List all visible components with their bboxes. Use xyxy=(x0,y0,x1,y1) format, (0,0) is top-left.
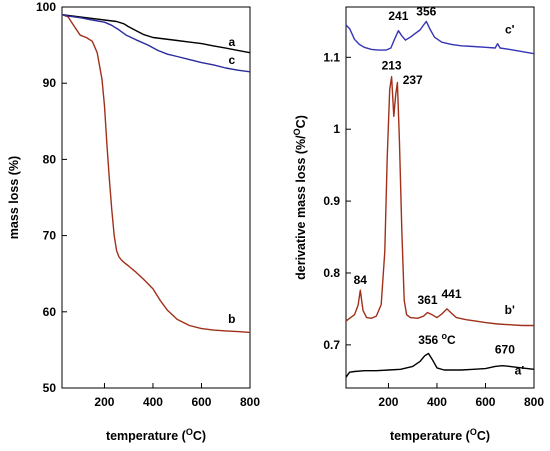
annotation-label: 670 xyxy=(495,342,515,356)
series-line-c xyxy=(61,13,251,73)
x-tick-label: 400 xyxy=(427,395,447,409)
series-line-b xyxy=(61,13,251,334)
annotation-label: c' xyxy=(505,23,515,37)
y-tick-label: 90 xyxy=(43,76,57,90)
x-axis-title: temperature (OC) xyxy=(390,427,490,443)
chart-panel-2: 200 400 600 800 0.7 0.8 0.9 1 1.1 temperature (OC… xyxy=(292,5,544,443)
x-axis-title: temperature (OC) xyxy=(106,427,206,443)
y-tick-label: 0.7 xyxy=(323,338,340,352)
annotation-label: 241 xyxy=(388,9,408,23)
x-tick-label: 200 xyxy=(94,395,114,409)
annotation-label: 361 xyxy=(417,293,437,307)
x-tick-label: 200 xyxy=(378,395,398,409)
y-axis-title: derivative mass loss (%/OC) xyxy=(292,115,308,280)
y-tick-label: 80 xyxy=(43,152,57,166)
annotation-label: b' xyxy=(505,303,515,317)
annotation-label: a xyxy=(228,35,235,49)
series-line-bprime xyxy=(345,75,534,327)
x-tick-label: 800 xyxy=(240,395,260,409)
x-tick-label: 600 xyxy=(475,395,495,409)
plot-frame xyxy=(345,6,535,389)
y-tick-label: 0.9 xyxy=(323,194,340,208)
annotation-label: 237 xyxy=(403,73,423,87)
y-tick-label: 100 xyxy=(36,0,56,14)
x-tick-label: 800 xyxy=(524,395,544,409)
annotation-label: 356 oC xyxy=(418,331,456,347)
y-tick-label: 1.1 xyxy=(323,50,340,64)
y-tick-label: 50 xyxy=(43,381,57,395)
y-tick-label: 70 xyxy=(43,229,57,243)
series-line-cprime xyxy=(345,20,535,55)
annotation-label: 441 xyxy=(442,287,462,301)
annotation-label: 213 xyxy=(382,59,402,73)
x-tick-label: 600 xyxy=(191,395,211,409)
x-tick-label: 400 xyxy=(143,395,163,409)
annotation-label: a' xyxy=(515,363,525,377)
series-line-a xyxy=(61,13,251,54)
annotation-label: 356 xyxy=(416,5,436,19)
annotation-label: b xyxy=(228,312,235,326)
y-tick-label: 60 xyxy=(43,305,57,319)
y-tick-label: 1 xyxy=(333,122,340,136)
chart-panel-1: 200 400 600 800 50 60 70 80 90 100 temperature (OC… xyxy=(7,0,260,443)
series-line-aprime xyxy=(345,352,535,378)
annotation-label: 84 xyxy=(354,273,368,287)
annotation-label: c xyxy=(228,53,235,67)
y-tick-label: 0.8 xyxy=(323,266,340,280)
plot-frame xyxy=(61,6,251,389)
y-axis-title: mass loss (%) xyxy=(7,156,21,239)
